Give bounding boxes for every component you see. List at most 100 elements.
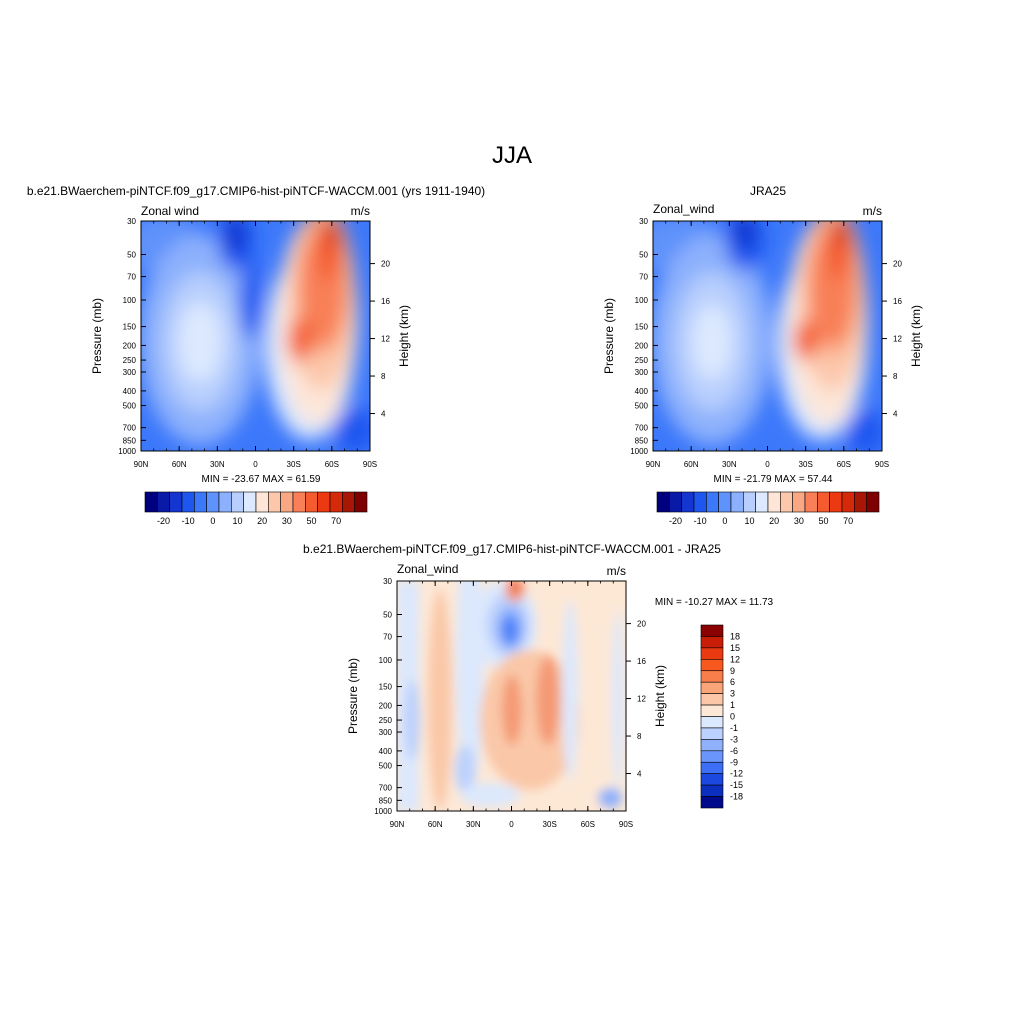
colorbar-box	[817, 491, 830, 513]
colorbar-box	[169, 491, 183, 513]
colorbar-box	[206, 491, 220, 513]
colorbar-label: 3	[730, 689, 735, 699]
y-tick-label: 150	[123, 323, 137, 332]
colorbar-label: -20	[669, 516, 682, 526]
colorbar-label: -9	[730, 757, 738, 767]
panel-obs-y2label: Height (km)	[909, 305, 923, 367]
colorbar-box	[755, 491, 769, 513]
x-tick-label: 60S	[325, 460, 339, 469]
y2-tick-label: 8	[893, 372, 898, 381]
colorbar-box	[700, 693, 724, 706]
y-tick-label: 50	[127, 251, 136, 260]
colorbar-label: 9	[730, 666, 735, 676]
panel-obs-colorbar: -20 -10 0 10 20 30 50 70	[656, 491, 880, 526]
colorbar-label: 0	[210, 516, 215, 526]
x-tick-label: 30N	[722, 460, 737, 469]
colorbar-label: 15	[730, 643, 740, 653]
y2-tick-label: 12	[381, 335, 390, 344]
colorbar-box	[231, 491, 244, 513]
x-tick-label: 90N	[390, 820, 405, 829]
x-tick-label: 90N	[134, 460, 149, 469]
colorbar-label: -20	[157, 516, 170, 526]
colorbar-label: 18	[730, 631, 740, 641]
y-tick-label: 400	[635, 387, 649, 396]
y-tick-label: 850	[379, 796, 393, 805]
x-tick-label: 30S	[543, 820, 557, 829]
y-tick-label: 150	[635, 323, 649, 332]
colorbar-label: 12	[730, 654, 740, 664]
colorbar-box	[700, 647, 724, 660]
colorbar-box	[354, 491, 368, 513]
colorbar-box	[767, 491, 781, 513]
x-tick-label: 30S	[287, 460, 301, 469]
colorbar-label: 30	[282, 516, 292, 526]
colorbar-box	[718, 491, 732, 513]
y2-tick-label: 16	[381, 297, 390, 306]
colorbar-label: -10	[182, 516, 195, 526]
colorbar-label: 70	[843, 516, 853, 526]
colorbar-box	[730, 491, 744, 513]
y-tick-label: 30	[127, 217, 136, 226]
panel-diff-axes: 90N 60N 30N 0 30S 60S 90S 30 50 70 100 150 200 250 300…	[374, 577, 646, 829]
y-tick-label: 500	[635, 402, 649, 411]
x-tick-label: 60N	[428, 820, 443, 829]
panel-obs-right-label: m/s	[863, 204, 882, 218]
y-tick-label: 400	[123, 387, 137, 396]
colorbar-box	[194, 491, 207, 513]
colorbar-box	[305, 491, 318, 513]
y-tick-label: 850	[635, 436, 649, 445]
panel-model: b.e21.BWaerchem-piNTCF.f09_g17.CMIP6-his…	[27, 184, 485, 526]
panel-diff-stats: MIN = -10.27 MAX = 11.73	[655, 597, 774, 608]
y-tick-label: 700	[123, 424, 137, 433]
colorbar-box	[329, 491, 343, 513]
colorbar-box	[854, 491, 867, 513]
x-tick-label: 30N	[466, 820, 481, 829]
colorbar-box	[700, 750, 724, 763]
y-tick-label: 700	[635, 424, 649, 433]
panel-model-left-label: Zonal wind	[141, 204, 199, 218]
y-tick-label: 150	[379, 683, 393, 692]
y-tick-label: 300	[379, 728, 393, 737]
y-tick-label: 70	[639, 273, 648, 282]
x-tick-label: 90N	[646, 460, 661, 469]
panel-model-right-label: m/s	[351, 204, 370, 218]
x-tick-label: 90S	[619, 820, 633, 829]
x-tick-label: 0	[509, 820, 514, 829]
x-tick-label: 60N	[684, 460, 699, 469]
x-tick-label: 60S	[581, 820, 595, 829]
y-tick-label: 100	[123, 296, 137, 305]
panel-obs-stats: MIN = -21.79 MAX = 57.44	[714, 474, 833, 485]
y-tick-label: 500	[123, 402, 137, 411]
colorbar-box	[255, 491, 269, 513]
colorbar-box	[700, 739, 724, 752]
colorbar-label: -1	[730, 723, 738, 733]
colorbar-box	[700, 681, 724, 694]
colorbar-label: 50	[818, 516, 828, 526]
colorbar-label: -12	[730, 769, 743, 779]
colorbar-box	[780, 491, 793, 513]
x-tick-label: 0	[765, 460, 770, 469]
panel-obs-axes: 90N 60N 30N 0 30S 60S 90S 30 50 70 100 150 200 250 300…	[630, 217, 902, 469]
colorbar-box	[866, 491, 880, 513]
colorbar-label: 70	[331, 516, 341, 526]
colorbar-label: 20	[769, 516, 779, 526]
y-tick-label: 700	[379, 784, 393, 793]
y-tick-label: 300	[123, 368, 137, 377]
y-tick-label: 100	[635, 296, 649, 305]
x-tick-label: 30N	[210, 460, 225, 469]
colorbar-label: 0	[722, 516, 727, 526]
colorbar-label: -15	[730, 780, 743, 790]
y-tick-label: 50	[383, 611, 392, 620]
colorbar-box	[804, 491, 818, 513]
panel-diff: b.e21.BWaerchem-piNTCF.f09_g17.CMIP6-his…	[303, 542, 774, 829]
colorbar-box	[700, 727, 724, 740]
y-tick-label: 1000	[118, 447, 136, 456]
colorbar-label: -10	[694, 516, 707, 526]
panel-model-ylabel: Pressure (mb)	[90, 298, 104, 374]
y2-tick-label: 8	[381, 372, 386, 381]
colorbar-box	[317, 491, 331, 513]
panel-obs-ylabel: Pressure (mb)	[602, 298, 616, 374]
y-tick-label: 250	[123, 356, 137, 365]
colorbar-label: 50	[306, 516, 316, 526]
